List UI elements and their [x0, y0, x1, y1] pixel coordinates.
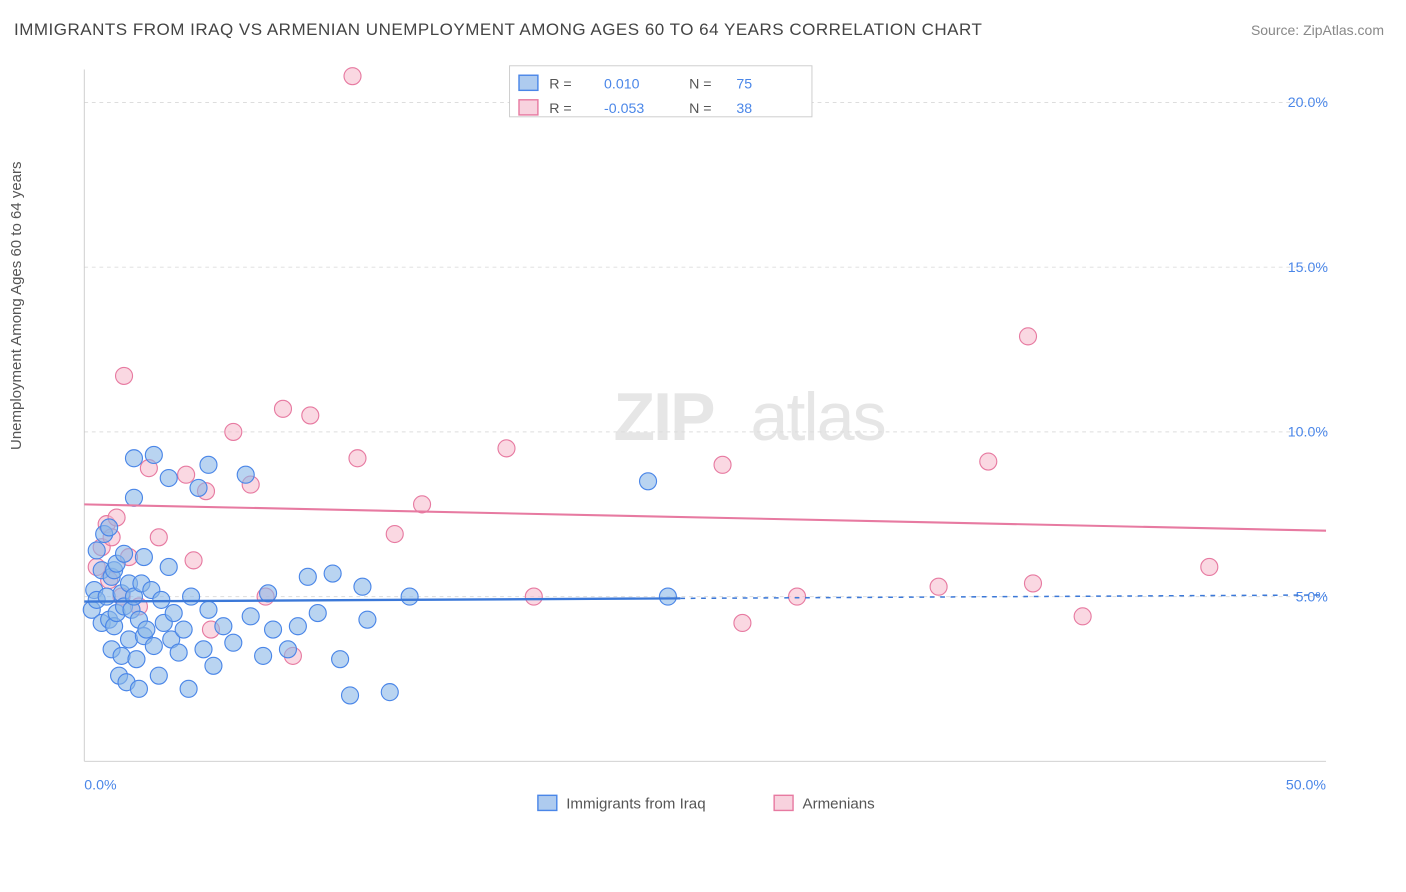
scatter-point [332, 651, 349, 668]
scatter-point [344, 68, 361, 85]
plot-area: ZIP atlas 5.0% 10.0% 15.0% 20.0% 0.0% 50.0% R = 0… [48, 62, 1368, 818]
scatter-point [640, 473, 657, 490]
scatter-point [255, 647, 272, 664]
legend-r-label: R = [549, 76, 571, 92]
source-label: Source: ZipAtlas.com [1251, 22, 1384, 38]
scatter-point [265, 621, 282, 638]
y-tick-label: 20.0% [1288, 95, 1329, 111]
scatter-point [130, 680, 147, 697]
scatter-point [170, 644, 187, 661]
scatter-point [185, 552, 202, 569]
scatter-point [183, 588, 200, 605]
y-tick-label: 10.0% [1288, 425, 1329, 441]
scatter-point [178, 466, 195, 483]
scatter-point [354, 578, 371, 595]
scatter-point [120, 631, 137, 648]
scatter-point [381, 684, 398, 701]
scatter-point [1020, 328, 1037, 345]
legend-series-label: Immigrants from Iraq [566, 796, 705, 813]
legend-r-value: -0.053 [604, 101, 644, 117]
scatter-point [309, 605, 326, 622]
scatter-point [401, 588, 418, 605]
legend-n-value: 38 [736, 101, 752, 117]
scatter-point [116, 545, 133, 562]
scatter-point [145, 446, 162, 463]
scatter-point [205, 657, 222, 674]
legend-r-value: 0.010 [604, 76, 640, 92]
scatter-point [242, 608, 259, 625]
scatter-point [659, 588, 676, 605]
legend-n-value: 75 [736, 76, 752, 92]
scatter-point [225, 423, 242, 440]
trend-line-pink [84, 504, 1326, 530]
scatter-point [525, 588, 542, 605]
legend-swatch [519, 100, 538, 115]
scatter-point [274, 400, 291, 417]
legend-n-label: N = [689, 76, 711, 92]
scatter-point [980, 453, 997, 470]
scatter-point [386, 526, 403, 543]
legend-swatch [538, 795, 557, 810]
scatter-point [195, 641, 212, 658]
scatter-point [237, 466, 254, 483]
chart-title: IMMIGRANTS FROM IRAQ VS ARMENIAN UNEMPLO… [14, 20, 982, 40]
scatter-point [359, 611, 376, 628]
scatter-point [101, 519, 118, 536]
x-tick-label: 50.0% [1286, 778, 1327, 794]
scatter-point [498, 440, 515, 457]
y-tick-label: 5.0% [1296, 589, 1329, 605]
scatter-point [200, 456, 217, 473]
scatter-point [930, 578, 947, 595]
scatter-point [299, 568, 316, 585]
scatter-point [125, 450, 142, 467]
scatter-point [150, 529, 167, 546]
scatter-point [200, 601, 217, 618]
scatter-point [150, 667, 167, 684]
scatter-point [714, 456, 731, 473]
scatter-point [1024, 575, 1041, 592]
scatter-point [279, 641, 296, 658]
legend-n-label: N = [689, 101, 711, 117]
x-tick-label: 0.0% [84, 778, 117, 794]
scatter-point [125, 489, 142, 506]
scatter-point [135, 549, 152, 566]
scatter-point [342, 687, 359, 704]
trend-line-blue [84, 598, 680, 601]
scatter-point [88, 542, 105, 559]
legend-swatch [774, 795, 793, 810]
scatter-point [734, 614, 751, 631]
legend-r-label: R = [549, 101, 571, 117]
legend-series-label: Armenians [803, 796, 876, 813]
scatter-point [260, 585, 277, 602]
legend-swatch [519, 75, 538, 90]
scatter-point [349, 450, 366, 467]
scatter-point [215, 618, 232, 635]
scatter-point [160, 470, 177, 487]
scatter-point [153, 591, 170, 608]
watermark: atlas [751, 379, 885, 455]
scatter-point [116, 367, 133, 384]
scatter-point [1201, 558, 1218, 575]
scatter-point [190, 479, 207, 496]
watermark: ZIP [614, 379, 715, 455]
scatter-point [1074, 608, 1091, 625]
scatter-point [165, 605, 182, 622]
scatter-point [138, 621, 155, 638]
y-axis-title: Unemployment Among Ages 60 to 64 years [8, 161, 25, 450]
scatter-point [128, 651, 145, 668]
scatter-point [414, 496, 431, 513]
scatter-point [180, 680, 197, 697]
scatter-point [160, 558, 177, 575]
scatter-point [113, 647, 130, 664]
scatter-point [225, 634, 242, 651]
scatter-point [289, 618, 306, 635]
scatter-point [789, 588, 806, 605]
scatter-point [175, 621, 192, 638]
scatter-point [302, 407, 319, 424]
y-tick-label: 15.0% [1288, 260, 1329, 276]
chart-svg: ZIP atlas 5.0% 10.0% 15.0% 20.0% 0.0% 50.0% R = 0… [48, 62, 1368, 818]
scatter-point [145, 638, 162, 655]
scatter-point [324, 565, 341, 582]
